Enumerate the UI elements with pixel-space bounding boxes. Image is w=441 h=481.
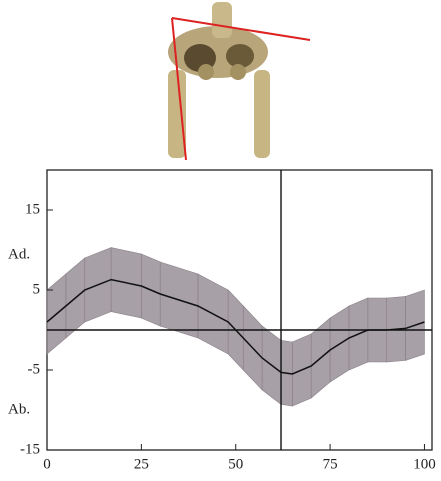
y-tick-label: 5 — [33, 281, 41, 297]
annotation: Ab. — [8, 401, 30, 417]
x-tick-label: 25 — [134, 456, 149, 472]
annotation: Ad. — [8, 246, 30, 262]
pelvis-illustration — [168, 2, 310, 160]
x-tick-label: 75 — [323, 456, 338, 472]
y-tick-label: -15 — [20, 441, 40, 457]
x-tick-label: 100 — [413, 456, 436, 472]
x-tick-label: 50 — [228, 456, 243, 472]
chart: Ad. Ab. -15 -5 5 15 0 25 50 75 100 — [0, 0, 441, 481]
y-tick-label: -5 — [28, 361, 41, 377]
x-tick-label: 0 — [43, 456, 51, 472]
y-tick-label: 15 — [25, 201, 40, 217]
